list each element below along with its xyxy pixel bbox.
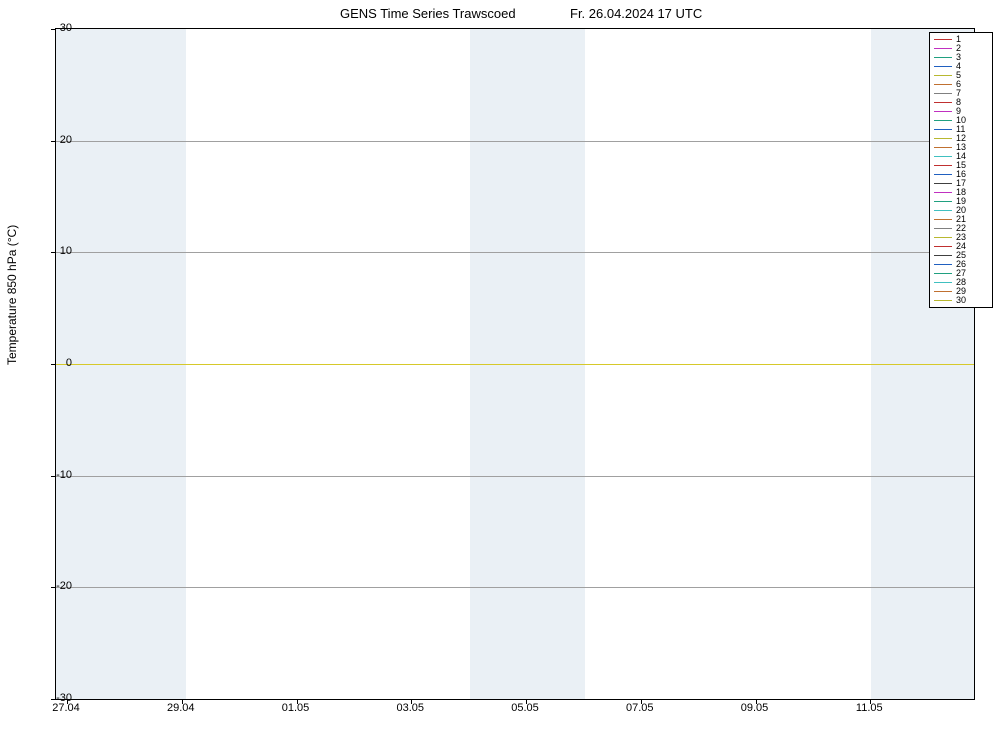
legend-swatch [934, 273, 952, 274]
plot-area [55, 28, 975, 700]
x-tick-label: 11.05 [856, 702, 883, 714]
legend-item: 6 [934, 80, 988, 89]
legend-swatch [934, 246, 952, 247]
legend-swatch [934, 39, 952, 40]
y-gridline [56, 252, 974, 253]
legend-swatch [934, 120, 952, 121]
zero-line [56, 364, 974, 365]
legend-swatch [934, 93, 952, 94]
chart-title-right: Fr. 26.04.2024 17 UTC [570, 6, 702, 21]
legend-swatch [934, 210, 952, 211]
legend-swatch [934, 264, 952, 265]
legend-swatch [934, 192, 952, 193]
y-axis-label: Temperature 850 hPa (°C) [5, 225, 19, 365]
legend-swatch [934, 129, 952, 130]
legend-swatch [934, 138, 952, 139]
y-tick-label: 30 [42, 22, 72, 34]
legend-swatch [934, 300, 952, 301]
legend-box: 1234567891011121314151617181920212223242… [929, 32, 993, 308]
legend-item: 4 [934, 62, 988, 71]
legend-swatch [934, 84, 952, 85]
legend-item: 1 [934, 35, 988, 44]
legend-swatch [934, 111, 952, 112]
legend-swatch [934, 75, 952, 76]
legend-swatch [934, 255, 952, 256]
legend-item: 2 [934, 44, 988, 53]
y-gridline [56, 587, 974, 588]
legend-swatch [934, 201, 952, 202]
legend-swatch [934, 174, 952, 175]
x-tick-label: 07.05 [626, 702, 654, 714]
x-tick-label: 01.05 [282, 702, 310, 714]
x-tick-label: 09.05 [741, 702, 769, 714]
legend-swatch [934, 66, 952, 67]
legend-swatch [934, 237, 952, 238]
y-tick-label: 0 [42, 357, 72, 369]
y-tick-label: 10 [42, 245, 72, 257]
legend-swatch [934, 48, 952, 49]
x-tick-label: 03.05 [397, 702, 425, 714]
x-tick-label: 29.04 [167, 702, 195, 714]
legend-swatch [934, 102, 952, 103]
y-gridline [56, 141, 974, 142]
legend-item: 3 [934, 53, 988, 62]
chart-container: { "chart": { "type": "line", "title_left… [0, 0, 1000, 733]
legend-swatch [934, 147, 952, 148]
legend-swatch [934, 156, 952, 157]
y-tick-label: -10 [42, 469, 72, 481]
y-tick-label: 20 [42, 134, 72, 146]
legend-item: 8 [934, 98, 988, 107]
legend-swatch [934, 57, 952, 58]
legend-item: 5 [934, 71, 988, 80]
y-tick-label: -20 [42, 580, 72, 592]
legend-swatch [934, 291, 952, 292]
legend-label: 30 [956, 296, 966, 305]
legend-swatch [934, 282, 952, 283]
y-gridline [56, 476, 974, 477]
x-tick-label: 05.05 [511, 702, 539, 714]
legend-swatch [934, 183, 952, 184]
x-tick-label: 27.04 [52, 702, 80, 714]
legend-swatch [934, 228, 952, 229]
legend-swatch [934, 219, 952, 220]
legend-item: 7 [934, 89, 988, 98]
legend-swatch [934, 165, 952, 166]
legend-item: 30 [934, 296, 988, 305]
chart-title-left: GENS Time Series Trawscoed [340, 6, 516, 21]
